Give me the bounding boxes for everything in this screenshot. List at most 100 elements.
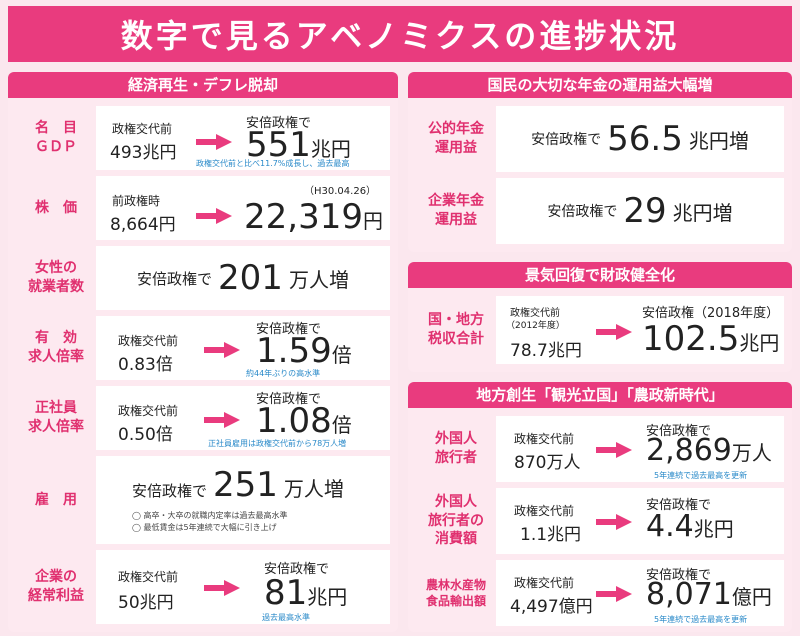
profit-before-label: 政権交代前 [118,570,179,584]
public-pension-value: 56.5 [607,119,683,159]
exports-after-value: 8,071 [646,577,732,612]
jobs-ratio-label: 有 効 求人倍率 [16,316,96,380]
spending-before-value: 1.1兆円 [520,525,582,545]
arrow-icon [596,442,632,458]
profit-note: 過去最高水準 [262,613,310,622]
spending-after-label: 安倍政権で [646,498,712,513]
tax-after-value: 102.5 [642,319,740,359]
stock-after-unit: 円 [362,209,383,233]
exports-after-label: 安倍政権で [646,568,712,583]
page-title: 数字で見るアベノミクスの進捗状況 [8,6,792,62]
gdp-row: 名 目 ＧＤＰ 政権交代前 493兆円 安倍政権で 551兆円 政権交代前と比べ… [16,106,390,170]
profit-after-value: 81 [264,573,308,613]
public-pension-label: 公的年金 運用益 [416,106,496,172]
gdp-before-label: 政権交代前 [112,122,173,136]
visitors-after-value: 2,869 [646,433,732,468]
stock-after-value: 22,319 [244,197,363,237]
jobs-ratio-note: 約44年ぶりの高水準 [246,369,321,378]
gdp-before-value: 493兆円 [110,143,177,163]
profit-after-unit: 兆円 [307,585,348,609]
exports-before-label: 政権交代前 [514,576,575,590]
regular-before-value: 0.50倍 [118,425,173,445]
regular-after-label: 安倍政権で [256,392,322,407]
employment-value: 251 [213,465,278,505]
arrow-icon [204,580,240,596]
tax-before-year: （2012年度） [506,321,565,331]
stock-before-value: 8,664円 [110,215,176,235]
exports-after-unit: 億円 [731,585,772,609]
pension-section: 国民の大切な年金の運用益大幅増 公的年金 運用益 安倍政権で 56.5 兆円増 … [408,72,792,252]
jobs-ratio-row: 有 効 求人倍率 政権交代前 0.83倍 安倍政権で 1.59倍 約44年ぶりの… [16,316,390,380]
tax-label: 国・地方 税収合計 [416,296,496,364]
arrow-icon [196,208,232,224]
spending-after-value: 4.4 [646,509,694,544]
jobs-ratio-after-unit: 倍 [331,343,352,367]
women-prefix: 安倍政権で [137,269,213,288]
profit-label: 企業の 経常利益 [16,550,96,624]
arrow-icon [204,342,240,358]
regular-label: 正社員 求人倍率 [16,386,96,450]
regional-section: 地方創生「観光立国」「農政新時代」 外国人 旅行者 政権交代前 870万人 安倍… [408,382,792,632]
exports-note: 5年連続で過去最高を更新 [654,615,748,624]
spending-row: 外国人 旅行者の 消費額 政権交代前 1.1兆円 安倍政権で 4.4兆円 [416,488,784,554]
visitors-before-label: 政権交代前 [514,432,575,446]
stock-before-label: 前政権時 [112,194,161,208]
regular-before-label: 政権交代前 [118,404,179,418]
employment-row: 雇 用 安倍政権で 251 万人増 ◯ 高卒・大卒の就職内定率は過去最高水準 ◯… [16,456,390,544]
women-unit: 万人増 [288,267,349,292]
women-row: 女性の 就業者数 安倍政権で 201 万人増 [16,246,390,310]
arrow-icon [196,134,232,150]
profit-before-value: 50兆円 [118,593,174,613]
women-label: 女性の 就業者数 [16,246,96,310]
jobs-ratio-before-label: 政権交代前 [118,334,179,348]
employment-prefix: 安倍政権で [132,482,208,500]
jobs-ratio-before-value: 0.83倍 [118,355,173,375]
economy-section: 経済再生・デフレ脱却 名 目 ＧＤＰ 政権交代前 493兆円 安倍政権で 551… [8,72,398,632]
regular-note: 正社員雇用は政権交代前から78万人増 [208,439,347,448]
regular-after-value: 1.08 [256,401,332,441]
arrow-icon [596,324,632,340]
spending-after-unit: 兆円 [693,517,734,541]
regional-section-header: 地方創生「観光立国」「農政新時代」 [408,382,792,408]
visitors-after-unit: 万人 [731,441,772,465]
spending-label: 外国人 旅行者の 消費額 [416,488,496,554]
gdp-note: 政権交代前と比べ11.7%成長し、過去最高 [196,159,350,168]
employment-label: 雇 用 [16,456,96,544]
exports-label: 農林水産物 食品輸出額 [416,560,496,626]
corporate-pension-unit: 兆円増 [672,200,733,225]
corporate-pension-prefix: 安倍政権で [547,204,618,220]
employment-note-1: ◯ 高卒・大卒の就職内定率は過去最高水準 [132,511,288,520]
stock-date-note: （H30.04.26） [304,186,377,197]
public-pension-prefix: 安倍政権で [531,132,602,148]
visitors-note: 5年連続で過去最高を更新 [654,471,748,480]
corporate-pension-value: 29 [623,191,667,231]
arrow-icon [204,412,240,428]
public-pension-row: 公的年金 運用益 安倍政権で 56.5 兆円増 [416,106,784,172]
visitors-label: 外国人 旅行者 [416,416,496,482]
profit-row: 企業の 経常利益 政権交代前 50兆円 安倍政権で 81兆円 過去最高水準 [16,550,390,624]
regular-after-unit: 倍 [331,413,352,437]
public-pension-unit: 兆円増 [688,128,749,153]
tax-row: 国・地方 税収合計 政権交代前 （2012年度） 78.7兆円 安倍政権（201… [416,296,784,364]
women-value: 201 [218,258,283,298]
tax-before-label: 政権交代前 [510,308,560,319]
stock-row: 株 価 前政権時 8,664円 （H30.04.26） 22,319円 [16,176,390,240]
employment-unit: 万人増 [283,477,344,501]
gdp-after-label: 安倍政権で [246,116,312,131]
stock-label: 株 価 [16,176,96,240]
exports-row: 農林水産物 食品輸出額 政権交代前 4,497億円 安倍政権で 8,071億円 … [416,560,784,626]
regular-row: 正社員 求人倍率 政権交代前 0.50倍 安倍政権で 1.08倍 正社員雇用は政… [16,386,390,450]
tax-after-label: 安倍政権（2018年度） [642,306,780,321]
employment-note-2: ◯ 最低賃金は5年連続で大幅に引き上げ [132,523,277,532]
fiscal-section-header: 景気回復で財政健全化 [408,262,792,288]
spending-before-label: 政権交代前 [514,504,575,518]
tax-before-value: 78.7兆円 [510,341,582,361]
gdp-after-value: 551 [246,125,311,165]
jobs-ratio-after-value: 1.59 [256,331,332,371]
gdp-label: 名 目 ＧＤＰ [16,106,96,170]
tax-after-unit: 兆円 [739,331,780,355]
visitors-before-value: 870万人 [514,453,581,473]
exports-before-value: 4,497億円 [510,597,593,617]
corporate-pension-label: 企業年金 運用益 [416,178,496,244]
economy-section-header: 経済再生・デフレ脱却 [8,72,398,98]
